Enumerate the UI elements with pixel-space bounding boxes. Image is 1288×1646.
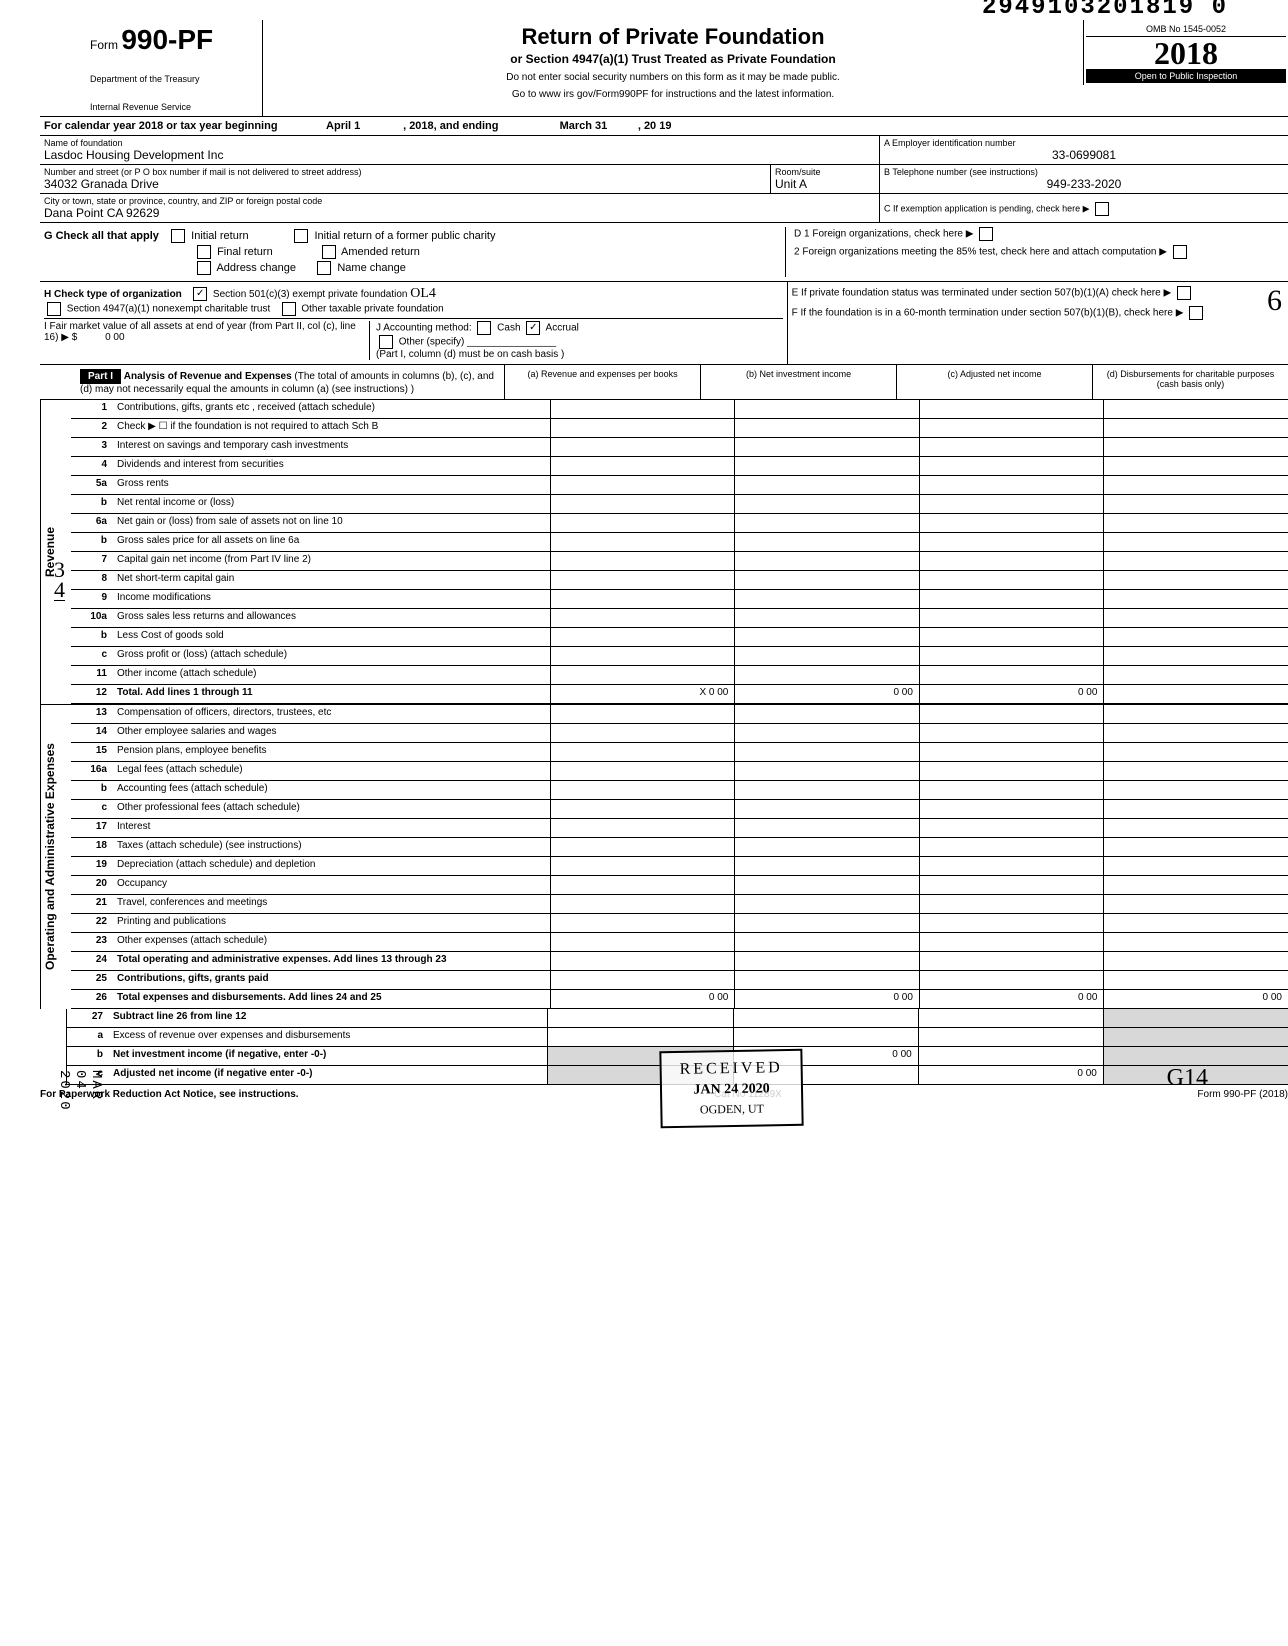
line-4: 4 Dividends and interest from securities	[71, 457, 1288, 476]
line-22: 22 Printing and publications	[71, 914, 1288, 933]
other-taxable-checkbox[interactable]	[282, 302, 296, 316]
section-j: J Accounting method:	[376, 323, 472, 334]
col-d-head: (d) Disbursements for charitable purpose…	[1093, 365, 1288, 399]
line-19: 19 Depreciation (attach schedule) and de…	[71, 857, 1288, 876]
line-7: 7 Capital gain net income (from Part IV …	[71, 552, 1288, 571]
d2-foreign-85: 2 Foreign organizations meeting the 85% …	[794, 245, 1284, 259]
line-c: c Other professional fees (attach schedu…	[71, 800, 1288, 819]
line-3: 3 Interest on savings and temporary cash…	[71, 438, 1288, 457]
final-return-checkbox[interactable]	[197, 245, 211, 259]
instruction-ssn: Do not enter social security numbers on …	[271, 72, 1075, 83]
other-method-checkbox[interactable]	[379, 335, 393, 349]
phone-label: B Telephone number (see instructions)	[884, 167, 1284, 177]
line-11: 11 Other income (attach schedule)	[71, 666, 1288, 685]
line-9: 9 Income modifications	[71, 590, 1288, 609]
dept-treasury: Department of the Treasury	[90, 74, 250, 84]
received-stamp: RECEIVED JAN 24 2020 OGDEN, UT	[659, 1049, 803, 1128]
public-inspection: Open to Public Inspection	[1086, 69, 1286, 83]
room-label: Room/suite	[775, 167, 875, 177]
line-15: 15 Pension plans, employee benefits	[71, 743, 1288, 762]
line-26: 26 Total expenses and disbursements. Add…	[71, 990, 1288, 1009]
line-1: 1 Contributions, gifts, grants etc , rec…	[71, 400, 1288, 419]
handwritten-ol4: OL4	[410, 286, 436, 301]
ein-value: 33-0699081	[884, 148, 1284, 162]
4947-checkbox[interactable]	[47, 302, 61, 316]
cash-checkbox[interactable]	[477, 321, 491, 335]
line-5a: 5a Gross rents	[71, 476, 1288, 495]
form-title: Return of Private Foundation	[271, 24, 1075, 50]
ein-label: A Employer identification number	[884, 138, 1284, 148]
d1-foreign: D 1 Foreign organizations, check here ▶	[794, 227, 1284, 241]
foundation-name: Lasdoc Housing Development Inc	[44, 148, 875, 162]
amended-return-checkbox[interactable]	[322, 245, 336, 259]
section-h: H Check type of organization ✓ Section 5…	[44, 286, 783, 302]
side-date-stamp: MAR 04 2020	[56, 1070, 104, 1112]
accrual-checkbox[interactable]: ✓	[526, 321, 540, 335]
city-value: Dana Point CA 92629	[44, 206, 875, 220]
phone-value: 949-233-2020	[884, 177, 1284, 191]
street-value: 34032 Granada Drive	[44, 177, 766, 191]
pending-label: C If exemption application is pending, c…	[884, 203, 1090, 213]
footer-right: Form 990-PF (2018)	[1197, 1089, 1288, 1100]
signature-scribble: G14	[1167, 1065, 1208, 1092]
line-14: 14 Other employee salaries and wages	[71, 724, 1288, 743]
line-27a: a Excess of revenue over expenses and di…	[67, 1028, 1288, 1047]
col-b-head: (b) Net investment income	[701, 365, 897, 399]
line-b: b Less Cost of goods sold	[71, 628, 1288, 647]
line-23: 23 Other expenses (attach schedule)	[71, 933, 1288, 952]
form-number: Form 990-PF	[90, 24, 250, 56]
line-8: 8 Net short-term capital gain	[71, 571, 1288, 590]
revenue-side-label: Revenue	[40, 400, 71, 704]
d2-checkbox[interactable]	[1173, 245, 1187, 259]
name-label: Name of foundation	[44, 138, 875, 148]
line-16a: 16a Legal fees (attach schedule)	[71, 762, 1288, 781]
d1-checkbox[interactable]	[979, 227, 993, 241]
line-24: 24 Total operating and administrative ex…	[71, 952, 1288, 971]
tax-year: 2018	[1086, 37, 1286, 69]
line-17: 17 Interest	[71, 819, 1288, 838]
e-checkbox[interactable]	[1177, 286, 1191, 300]
handwritten-six: 6	[1267, 284, 1282, 318]
f-checkbox[interactable]	[1189, 306, 1203, 320]
part1-header: Part I Analysis of Revenue and Expenses …	[40, 365, 1288, 400]
line-21: 21 Travel, conferences and meetings	[71, 895, 1288, 914]
name-change-checkbox[interactable]	[317, 261, 331, 275]
instruction-url: Go to www irs gov/Form990PF for instruct…	[271, 89, 1075, 100]
section-e: E If private foundation status was termi…	[792, 286, 1284, 300]
501c3-checkbox[interactable]: ✓	[193, 287, 207, 301]
line-b: b Net rental income or (loss)	[71, 495, 1288, 514]
line-6a: 6a Net gain or (loss) from sale of asset…	[71, 514, 1288, 533]
line-b: b Accounting fees (attach schedule)	[71, 781, 1288, 800]
expenses-side-label: Operating and Administrative Expenses	[40, 705, 71, 1009]
section-g: G Check all that apply Initial return In…	[44, 229, 779, 243]
section-f: F If the foundation is in a 60-month ter…	[792, 306, 1284, 320]
form-subtitle: or Section 4947(a)(1) Trust Treated as P…	[271, 52, 1075, 66]
line-25: 25 Contributions, gifts, grants paid	[71, 971, 1288, 990]
room-value: Unit A	[775, 177, 875, 191]
dept-irs: Internal Revenue Service	[90, 102, 250, 112]
line-2: 2 Check ▶ ☐ if the foundation is not req…	[71, 419, 1288, 438]
city-label: City or town, state or province, country…	[44, 196, 875, 206]
pending-checkbox[interactable]	[1095, 202, 1109, 216]
street-label: Number and street (or P O box number if …	[44, 167, 766, 177]
line-2727: 27 Subtract line 26 from line 12	[67, 1009, 1288, 1028]
calendar-year-row: For calendar year 2018 or tax year begin…	[40, 117, 1288, 136]
line-20: 20 Occupancy	[71, 876, 1288, 895]
line-b: b Gross sales price for all assets on li…	[71, 533, 1288, 552]
initial-return-checkbox[interactable]	[171, 229, 185, 243]
dln-stamp: 2949103201819 0	[982, 0, 1228, 21]
form-header: Form 990-PF Department of the Treasury I…	[40, 20, 1288, 117]
line-10a: 10a Gross sales less returns and allowan…	[71, 609, 1288, 628]
section-i: I Fair market value of all assets at end…	[44, 321, 356, 343]
line-c: c Gross profit or (loss) (attach schedul…	[71, 647, 1288, 666]
line-18: 18 Taxes (attach schedule) (see instruct…	[71, 838, 1288, 857]
address-change-checkbox[interactable]	[197, 261, 211, 275]
col-c-head: (c) Adjusted net income	[897, 365, 1093, 399]
fmv-value: 0 00	[105, 332, 124, 343]
j-note: (Part I, column (d) must be on cash basi…	[376, 349, 564, 360]
line-13: 13 Compensation of officers, directors, …	[71, 705, 1288, 724]
col-a-head: (a) Revenue and expenses per books	[505, 365, 701, 399]
former-charity-checkbox[interactable]	[294, 229, 308, 243]
line-12: 12 Total. Add lines 1 through 11 X 0 00 …	[71, 685, 1288, 704]
